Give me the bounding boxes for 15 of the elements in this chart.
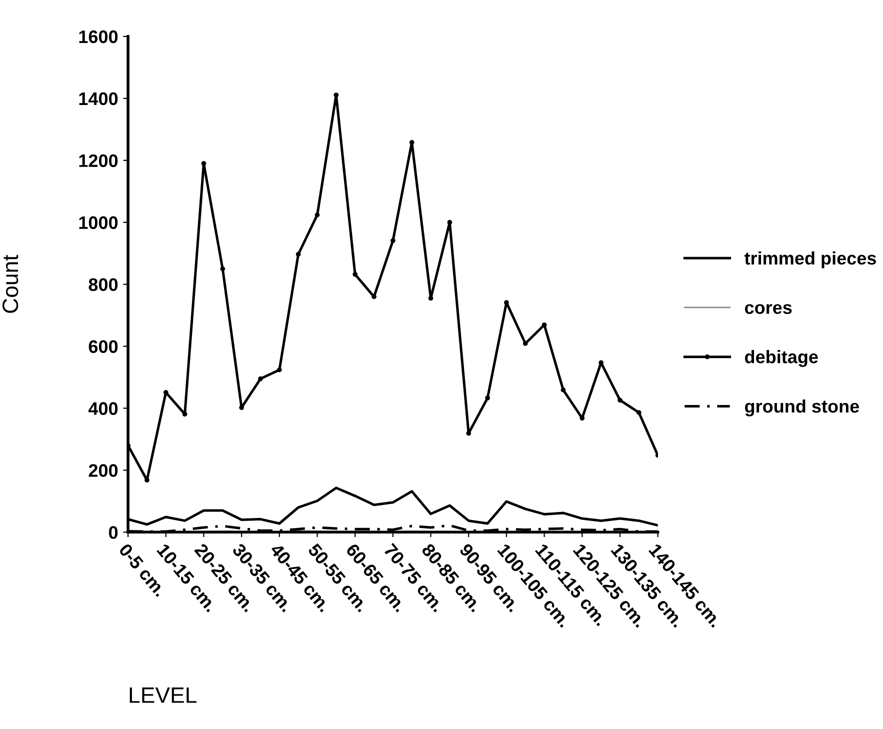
legend-label: ground stone (745, 399, 859, 416)
y-tick-label: 1400 (79, 92, 118, 106)
legend-label: debitage (745, 350, 818, 367)
y-tick-label: 200 (88, 464, 118, 477)
y-tick-label: 600 (88, 340, 118, 353)
x-axis-title: LEVEL (130, 688, 196, 703)
legend-label: cores (744, 304, 792, 314)
y-tick-label: 0 (108, 526, 118, 539)
legend-label: trimmed pieces (744, 251, 876, 268)
y-tick-label: 1600 (79, 30, 118, 44)
y-tick-label: 400 (88, 402, 118, 415)
y-axis-title: Count (2, 254, 18, 313)
y-tick-label: 800 (88, 278, 118, 292)
y-tick-label: 1000 (79, 216, 118, 230)
y-tick-label: 1200 (79, 154, 118, 168)
